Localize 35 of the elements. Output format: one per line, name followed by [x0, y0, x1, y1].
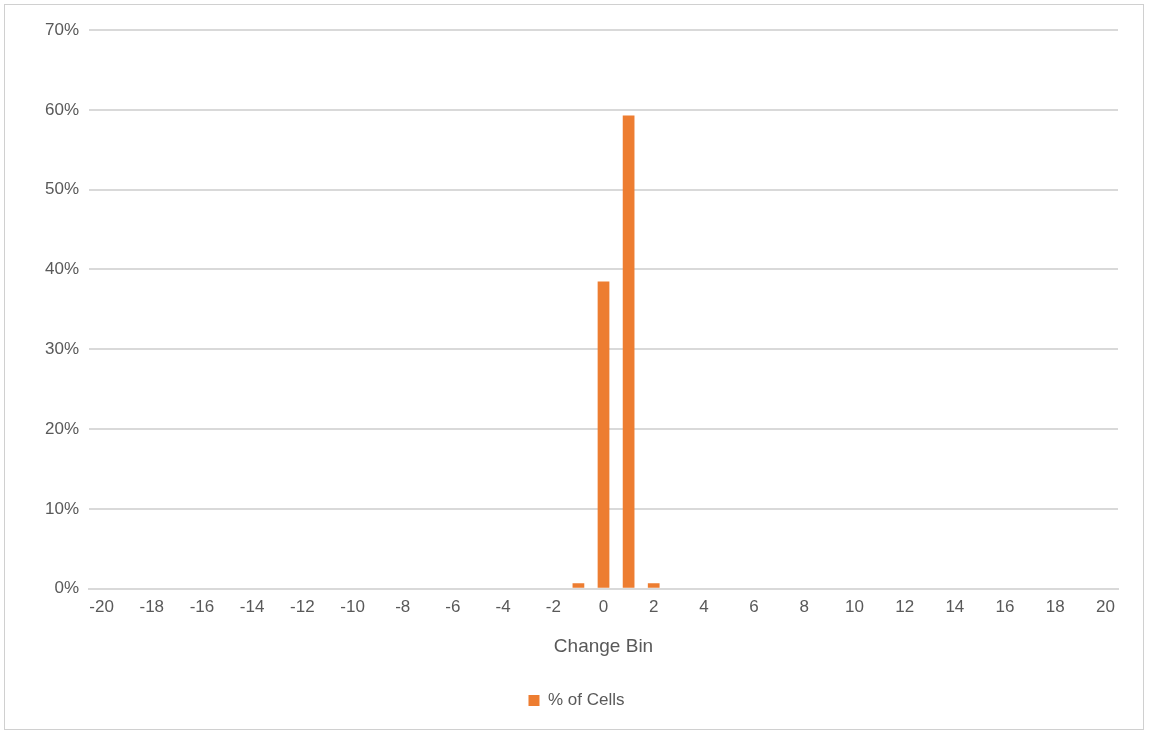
- x-tick-label: -2: [545, 596, 561, 616]
- y-tick-label: 50%: [44, 179, 80, 199]
- x-tick-label: -14: [239, 596, 265, 616]
- x-tick-label: -18: [139, 596, 165, 616]
- bar: [622, 115, 635, 588]
- x-tick-label: -20: [89, 596, 114, 616]
- y-tick-label: 60%: [44, 99, 80, 119]
- x-tick-label: 18: [1045, 596, 1065, 616]
- x-tick-label: 20: [1095, 596, 1115, 616]
- x-tick-label: -6: [445, 596, 461, 616]
- x-tick-label: -4: [495, 596, 511, 616]
- y-tick-label: 0%: [54, 578, 80, 598]
- bar: [597, 281, 610, 588]
- bar: [647, 583, 660, 588]
- x-tick-label: 14: [945, 596, 965, 616]
- y-tick-label: 40%: [44, 259, 80, 279]
- x-tick-label: 16: [995, 596, 1015, 616]
- y-tick-label: 20%: [44, 418, 80, 438]
- bar: [572, 583, 585, 588]
- x-tick-label: -10: [340, 596, 365, 616]
- x-tick-label: -8: [395, 596, 411, 616]
- x-tick-label: 4: [699, 596, 709, 616]
- x-tick-label: 2: [648, 596, 659, 616]
- y-tick-label: 10%: [44, 498, 80, 518]
- x-tick-label: 0: [598, 596, 609, 616]
- x-tick-label: 8: [799, 596, 810, 616]
- legend-label: % of Cells: [547, 690, 625, 710]
- y-tick-label: 70%: [44, 19, 80, 39]
- x-axis-title: Change Bin: [553, 634, 654, 656]
- x-tick-label: 12: [895, 596, 915, 616]
- x-tick-label: 10: [845, 596, 864, 616]
- x-tick-label: -16: [189, 596, 215, 616]
- x-tick-label: -12: [290, 596, 315, 616]
- y-tick-label: 30%: [44, 339, 80, 358]
- x-tick-label: 6: [749, 596, 759, 616]
